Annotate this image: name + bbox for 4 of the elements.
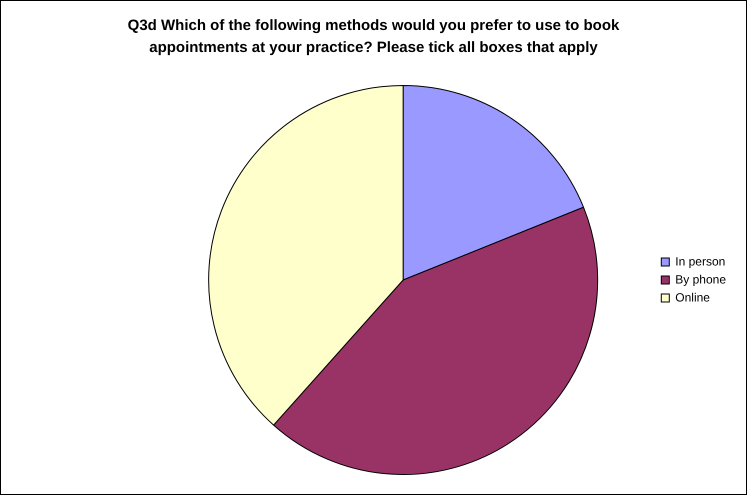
legend-label: Online — [675, 290, 710, 304]
legend-label: In person — [675, 254, 726, 268]
chart-title: Q3d Which of the following methods would you prefer to use to book appointments at your practice? Please tick all boxes that apply — [126, 16, 620, 58]
legend-label: By phone — [675, 272, 726, 286]
